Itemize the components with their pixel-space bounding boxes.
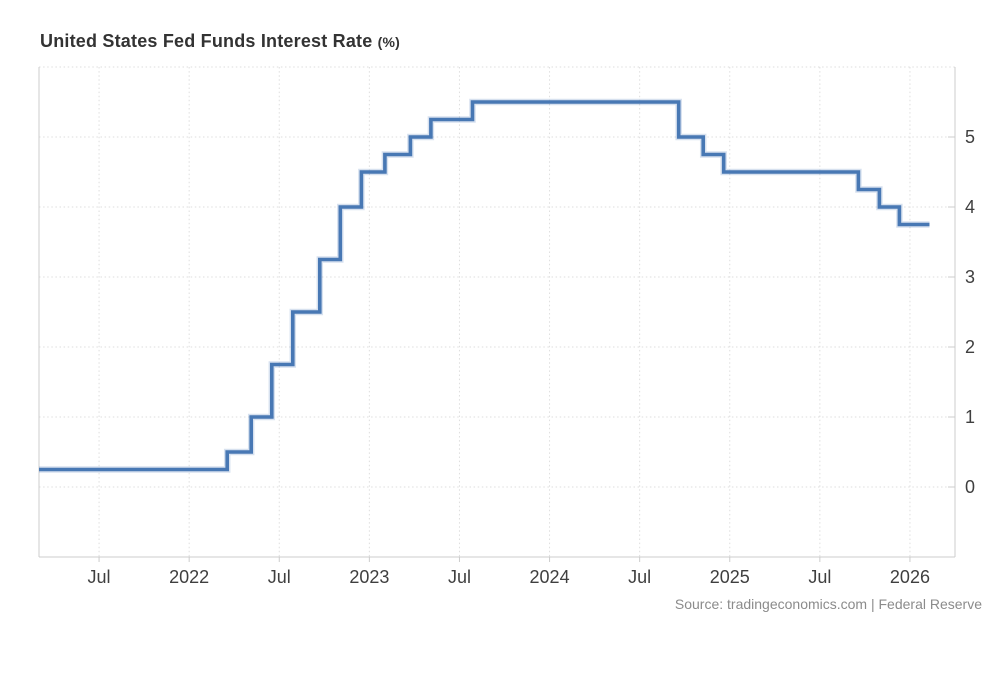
x-axis-tick-label: 2024 bbox=[530, 567, 570, 587]
y-axis-tick-label: 1 bbox=[965, 407, 975, 427]
x-axis-tick-label: Jul bbox=[448, 567, 471, 587]
y-axis-tick-label: 4 bbox=[965, 197, 975, 217]
source-credit: Source: tradingeconomics.com | Federal R… bbox=[674, 596, 982, 612]
y-axis-tick-label: 0 bbox=[965, 477, 975, 497]
x-axis-tick-label: 2026 bbox=[890, 567, 930, 587]
chart-title-text: United States Fed Funds Interest Rate bbox=[40, 31, 373, 51]
chart-title: United States Fed Funds Interest Rate (%… bbox=[40, 31, 400, 52]
chart-title-unit: (%) bbox=[377, 34, 401, 50]
rate-step-line bbox=[39, 100, 930, 472]
y-axis-tick-label: 2 bbox=[965, 337, 975, 357]
x-axis-tick-label: 2025 bbox=[710, 567, 750, 587]
rate-line-halo bbox=[39, 98, 930, 473]
x-axis-tick-label: Jul bbox=[268, 567, 291, 587]
x-axis-tick-label: 2023 bbox=[349, 567, 389, 587]
y-axis-tick-label: 5 bbox=[965, 127, 975, 147]
x-axis-tick-label: 2022 bbox=[169, 567, 209, 587]
y-axis-tick-label: 3 bbox=[965, 267, 975, 287]
x-axis-tick-label: Jul bbox=[628, 567, 651, 587]
x-axis-tick-label: Jul bbox=[808, 567, 831, 587]
x-axis-tick-label: Jul bbox=[88, 567, 111, 587]
